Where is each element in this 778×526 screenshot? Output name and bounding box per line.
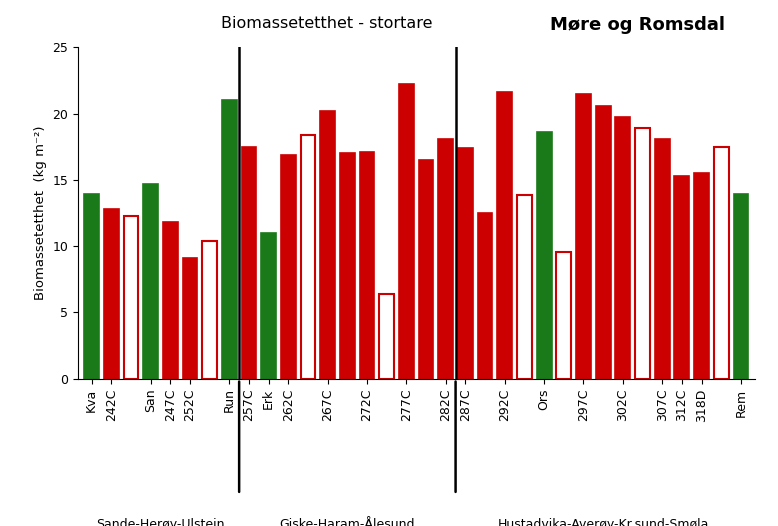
Bar [576, 94, 591, 379]
Bar [635, 128, 650, 379]
Y-axis label: Biomassetetthet  (kg m⁻²): Biomassetetthet (kg m⁻²) [33, 126, 47, 300]
Bar [694, 173, 709, 379]
Bar [163, 221, 177, 379]
Bar [734, 195, 748, 379]
Bar [359, 152, 374, 379]
Bar [104, 209, 118, 379]
Bar [124, 216, 138, 379]
Bar [380, 294, 394, 379]
Bar [321, 111, 335, 379]
Bar [340, 154, 355, 379]
Bar [655, 139, 670, 379]
Bar [84, 195, 99, 379]
Bar [438, 139, 453, 379]
Bar [143, 184, 158, 379]
Bar [458, 148, 473, 379]
Text: Biomassetetthet - stortare: Biomassetetthet - stortare [221, 16, 433, 31]
Bar [556, 252, 571, 379]
Bar [399, 85, 414, 379]
Bar [675, 176, 689, 379]
Bar [497, 93, 512, 379]
Bar [183, 258, 198, 379]
Bar [300, 135, 315, 379]
Text: Møre og Romsdal: Møre og Romsdal [551, 16, 725, 34]
Text: Sande-Herøy-Ulstein: Sande-Herøy-Ulstein [96, 518, 225, 526]
Bar [419, 160, 433, 379]
Bar [281, 155, 296, 379]
Bar [222, 100, 237, 379]
Bar [242, 147, 257, 379]
Bar [478, 213, 492, 379]
Bar [537, 132, 552, 379]
Bar [517, 195, 532, 379]
Bar [261, 233, 276, 379]
Bar [615, 117, 630, 379]
Text: Giske-Haram-Ålesund: Giske-Haram-Ålesund [279, 518, 415, 526]
Bar [714, 147, 728, 379]
Bar [202, 241, 217, 379]
Text: Hustadvika-Averøy-Kr.sund-Smøla: Hustadvika-Averøy-Kr.sund-Smøla [497, 518, 709, 526]
Bar [596, 106, 611, 379]
